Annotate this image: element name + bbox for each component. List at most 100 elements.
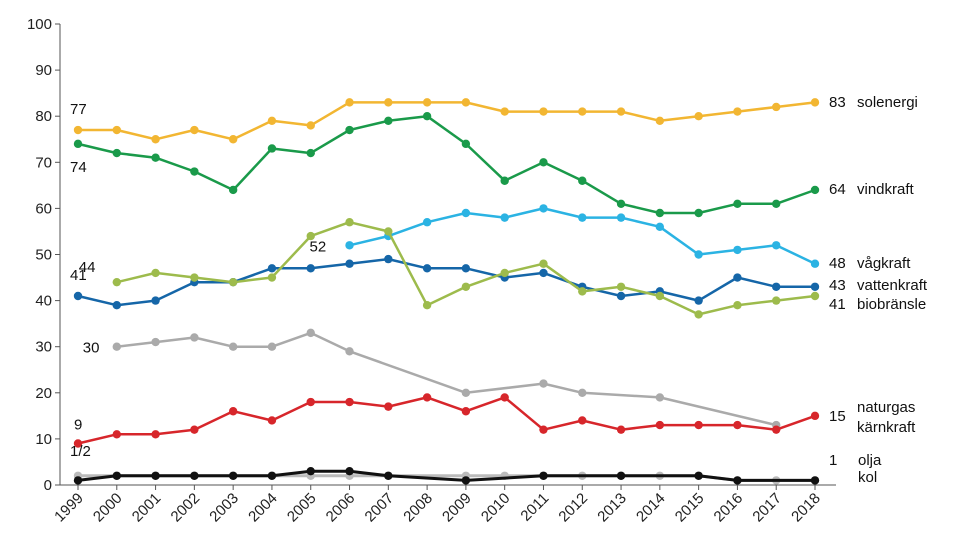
end-value-label: 1 [829, 452, 837, 469]
data-point [228, 277, 238, 287]
data-point [422, 301, 432, 310]
data-point [810, 282, 820, 291]
data-point [694, 112, 703, 121]
data-point [151, 135, 160, 144]
series-name-label: solenergi [857, 94, 918, 111]
data-point [306, 466, 315, 476]
series-kärnkraft [73, 393, 820, 448]
data-point [578, 287, 587, 296]
series-name-label: vågkraft [857, 255, 911, 272]
data-point [772, 241, 781, 250]
data-point [810, 98, 820, 107]
data-point [500, 393, 509, 402]
data-point [461, 407, 471, 416]
data-point [539, 259, 548, 268]
end-value-label: 41 [829, 296, 846, 313]
x-tick-label: 2006 [323, 490, 359, 526]
data-point [228, 407, 238, 416]
data-point [190, 273, 199, 282]
x-tick-label: 2007 [362, 490, 398, 526]
x-tick-label: 2017 [749, 490, 785, 526]
y-tick-label: 50 [35, 247, 52, 264]
data-point [267, 416, 277, 425]
y-tick-label: 40 [35, 293, 52, 310]
data-point [384, 254, 393, 264]
data-point [422, 393, 432, 402]
data-point [422, 264, 432, 273]
series-name-label: olja [858, 452, 882, 469]
x-tick-label: 2004 [245, 490, 281, 526]
data-point [112, 148, 121, 158]
data-point [772, 282, 781, 291]
x-tick-label: 2012 [555, 490, 591, 526]
data-point [772, 425, 781, 434]
x-tick-label: 2009 [439, 490, 475, 526]
series-name-label: kol [858, 469, 877, 486]
data-point [384, 98, 393, 107]
x-tick-label: 2010 [478, 490, 514, 526]
data-point [655, 291, 665, 301]
data-point [112, 301, 121, 310]
data-point [384, 471, 393, 480]
data-point [345, 397, 354, 407]
series-line [77, 114, 816, 215]
series-naturgas [112, 328, 781, 430]
x-tick-label: 2014 [633, 490, 669, 526]
series-line [77, 257, 815, 307]
data-point [345, 347, 354, 356]
series-vattenkraft [73, 254, 820, 310]
end-value-label: 64 [829, 181, 846, 198]
data-point [461, 139, 471, 149]
data-point [616, 282, 626, 291]
data-point [73, 476, 83, 485]
data-point [228, 342, 238, 351]
series-name-label: vattenkraft [857, 277, 928, 294]
series-line [77, 396, 816, 445]
data-point [461, 388, 471, 397]
data-point [345, 218, 354, 227]
data-point [616, 199, 626, 208]
x-tick-label: 2015 [672, 490, 708, 526]
data-point [190, 167, 199, 176]
data-point [461, 282, 471, 291]
data-point [151, 471, 160, 480]
data-point [461, 476, 471, 485]
end-value-label: 15 [829, 408, 846, 425]
data-point [578, 416, 587, 425]
data-point [616, 425, 626, 434]
start-value-label: 30 [83, 340, 100, 357]
data-point [539, 379, 548, 388]
x-tick-label: 2013 [594, 490, 630, 526]
data-point [810, 259, 820, 268]
data-point [733, 476, 742, 485]
series-name-label: kärnkraft [857, 419, 916, 436]
data-point [151, 430, 160, 439]
data-point [733, 301, 742, 310]
y-tick-label: 20 [35, 385, 52, 402]
data-point [694, 420, 703, 430]
data-point [73, 291, 83, 301]
data-point [112, 471, 121, 480]
series-line [116, 331, 777, 427]
data-point [73, 125, 83, 135]
data-point [655, 208, 665, 218]
data-point [733, 245, 742, 255]
series-name-label: biobränsle [857, 296, 926, 313]
data-point [384, 402, 393, 411]
data-point [228, 185, 238, 195]
data-point [500, 213, 509, 222]
data-point [73, 139, 83, 149]
x-tick-label: 2016 [711, 490, 747, 526]
data-point [267, 264, 277, 273]
series-name-label: naturgas [857, 399, 915, 416]
data-point [733, 273, 742, 282]
series-vågkraft [345, 204, 820, 268]
y-tick-label: 90 [35, 62, 52, 79]
series-lines [73, 98, 820, 485]
data-point [267, 144, 277, 153]
data-point [306, 264, 315, 273]
data-point [616, 213, 626, 222]
data-point [112, 125, 121, 135]
